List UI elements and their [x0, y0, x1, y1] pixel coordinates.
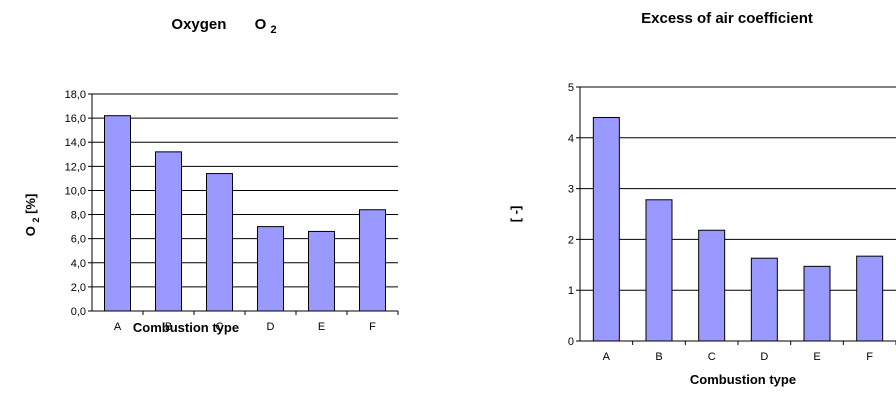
oxygen-x-tick-label: E — [318, 321, 325, 333]
oxygen-bar-c — [206, 173, 233, 312]
oxygen-y-tick-label: 10,0 — [65, 185, 86, 197]
excess-air-y-tick-label: 2 — [568, 234, 574, 246]
oxygen-chart: Oxygen O 2 Combustion type O 2 [%] 0,0 2,… — [23, 16, 399, 335]
excess-air-bar-c — [698, 229, 726, 342]
excess-air-x-tick-label: F — [866, 351, 873, 363]
excess-air-x-axis-title: Combustion type — [690, 372, 796, 387]
oxygen-bar-e — [308, 230, 335, 312]
oxygen-title-text: Oxygen — [171, 16, 226, 33]
oxygen-y-tick-label: 2,0 — [71, 282, 86, 294]
oxygen-x-tick-label: F — [369, 321, 376, 333]
excess-air-bar-b — [645, 199, 673, 342]
excess-air-y-tick-label: 4 — [568, 133, 574, 145]
oxygen-y-tick-label: 18,0 — [65, 89, 86, 101]
oxygen-x-tick-label: B — [165, 321, 172, 333]
excess-air-x-tick-label: D — [760, 351, 768, 363]
oxygen-y-tick-label: 6,0 — [71, 234, 86, 246]
oxygen-y-title-base: O — [23, 226, 38, 236]
oxygen-x-tick-label: D — [267, 321, 275, 333]
excess-air-bar-e — [803, 265, 831, 342]
excess-air-bar-a — [592, 116, 620, 342]
oxygen-y-tick-label: 12,0 — [65, 161, 86, 173]
oxygen-bar-a — [104, 115, 131, 312]
oxygen-title-formula-sub: 2 — [270, 24, 276, 36]
oxygen-y-title-sub: 2 — [31, 218, 41, 223]
excess-air-y-tick-label: 3 — [568, 184, 574, 196]
excess-air-bar-d — [750, 257, 778, 342]
oxygen-y-title-rest: [%] — [23, 194, 38, 214]
excess-air-y-tick-label: 1 — [568, 285, 574, 297]
oxygen-title-formula-base: O — [255, 16, 267, 33]
oxygen-y-tick-label: 0,0 — [71, 306, 86, 318]
excess-air-y-tick-label: 0 — [568, 336, 574, 348]
excess-air-y-tick-label: 5 — [568, 82, 574, 94]
excess-air-x-tick-label: A — [603, 351, 611, 363]
oxygen-chart-title: Oxygen O 2 — [171, 16, 276, 36]
oxygen-y-tick-label: 14,0 — [65, 137, 86, 149]
oxygen-bar-f — [359, 209, 386, 312]
oxygen-y-tick-label: 8,0 — [71, 210, 86, 222]
oxygen-y-tick-label: 4,0 — [71, 258, 86, 270]
excess-air-bar-f — [856, 255, 884, 342]
oxygen-x-tick-label: C — [216, 321, 224, 333]
oxygen-x-axis-title: Combustion type — [133, 320, 239, 335]
oxygen-bar-d — [257, 226, 284, 312]
excess-air-x-tick-label: E — [813, 351, 820, 363]
oxygen-y-tick-label: 16,0 — [65, 113, 86, 125]
excess-air-y-axis-title: [ -] — [508, 206, 523, 223]
excess-air-chart: Excess of air coefficient Combustion typ… — [508, 10, 896, 387]
oxygen-x-tick-label: A — [114, 321, 122, 333]
oxygen-bar-b — [155, 151, 182, 312]
excess-air-x-tick-label: B — [655, 351, 662, 363]
excess-air-x-tick-label: C — [708, 351, 716, 363]
excess-air-chart-title: Excess of air coefficient — [641, 10, 813, 27]
oxygen-y-axis-title: O 2 [%] — [23, 194, 42, 237]
